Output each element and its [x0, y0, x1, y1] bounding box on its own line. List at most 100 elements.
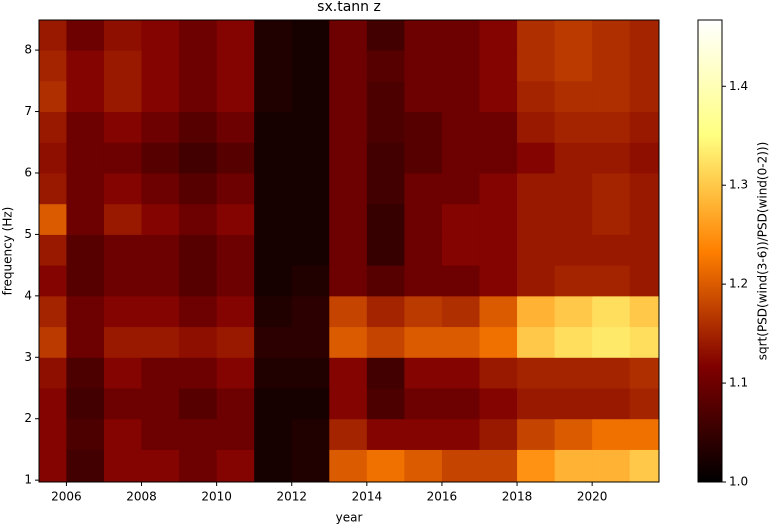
heatmap-cell: [179, 111, 218, 143]
heatmap-cell: [103, 357, 143, 389]
colorbar-tick-label: 1.4: [729, 79, 748, 93]
heatmap-cell: [554, 203, 593, 235]
heatmap-cell: [479, 418, 518, 450]
heatmap-cell: [592, 203, 631, 235]
heatmap-cell: [216, 418, 255, 450]
heatmap-cell: [179, 234, 218, 266]
heatmap-cell: [141, 326, 180, 358]
heatmap-cell: [39, 295, 67, 328]
heatmap-cell: [441, 80, 480, 113]
heatmap-cell: [291, 203, 330, 235]
heatmap-cell: [216, 80, 255, 113]
heatmap-cell: [517, 203, 556, 235]
heatmap-cell: [66, 172, 105, 205]
heatmap-cell: [291, 20, 330, 51]
heatmap-cell: [592, 172, 631, 205]
heatmap-cell: [629, 142, 660, 174]
heatmap-cell: [479, 172, 518, 205]
heatmap-cell: [592, 50, 631, 82]
heatmap-cell: [103, 203, 143, 235]
heatmap-cell: [141, 449, 180, 483]
heatmap-cell: [366, 111, 405, 143]
heatmap-cell: [254, 295, 293, 328]
heatmap-cell: [39, 80, 67, 113]
heatmap-cell: [629, 111, 660, 143]
heatmap-cell: [441, 142, 480, 174]
heatmap-cell: [141, 295, 180, 328]
heatmap-cell: [254, 20, 293, 51]
heatmap-cell: [329, 234, 368, 266]
colorbar-tick-label: 1.1: [729, 376, 748, 390]
heatmap-cell: [39, 234, 67, 266]
heatmap-cell: [441, 20, 480, 51]
heatmap-cell: [254, 80, 293, 113]
heatmap-cell: [404, 20, 443, 51]
y-tick-label: 3: [24, 350, 32, 364]
heatmap-cell: [629, 20, 660, 51]
heatmap-cell: [479, 326, 518, 358]
heatmap-cell: [291, 295, 330, 328]
heatmap-cell: [291, 388, 330, 420]
heatmap-cell: [254, 388, 293, 420]
colorbar-tick-label: 1.2: [729, 277, 748, 291]
heatmap-cell: [39, 111, 67, 143]
heatmap-cell: [216, 449, 255, 483]
heatmap-cell: [554, 265, 593, 297]
heatmap-cell: [329, 265, 368, 297]
heatmap-cell: [554, 142, 593, 174]
heatmap-cell: [216, 326, 255, 358]
heatmap-cell: [517, 50, 556, 82]
heatmap-cell: [216, 203, 255, 235]
heatmap-cell: [479, 50, 518, 82]
heatmap-cell: [179, 20, 218, 51]
heatmap-cell: [441, 265, 480, 297]
heatmap-cell: [254, 142, 293, 174]
heatmap-cell: [141, 111, 180, 143]
heatmap-cell: [291, 172, 330, 205]
heatmap-cell: [179, 142, 218, 174]
heatmap-cell: [629, 418, 660, 450]
heatmap-cell: [629, 449, 660, 483]
heatmap-cell: [254, 449, 293, 483]
heatmap-cell: [479, 449, 518, 483]
heatmap-cell: [441, 50, 480, 82]
heatmap-cell: [366, 172, 405, 205]
heatmap-cell: [291, 80, 330, 113]
heatmap-cell: [366, 20, 405, 51]
heatmap-cell: [103, 388, 143, 420]
heatmap-cell: [404, 172, 443, 205]
heatmap-cell: [592, 80, 631, 113]
heatmap-cell: [216, 172, 255, 205]
heatmap-cell: [291, 357, 330, 389]
heatmap-cell: [103, 111, 143, 143]
heatmap-cell: [66, 295, 105, 328]
heatmap-cell: [66, 326, 105, 358]
heatmap-cell: [517, 172, 556, 205]
x-tick-label: 2010: [201, 490, 232, 504]
heatmap-cell: [404, 234, 443, 266]
heatmap-cell: [517, 357, 556, 389]
heatmap-cell: [66, 357, 105, 389]
heatmap-cell: [441, 295, 480, 328]
heatmap-cell: [179, 203, 218, 235]
heatmap-cell: [629, 357, 660, 389]
heatmap-cell: [39, 172, 67, 205]
heatmap-cell: [517, 111, 556, 143]
heatmap-cell: [291, 234, 330, 266]
y-tick-label: 6: [24, 165, 32, 179]
heatmap-cell: [629, 50, 660, 82]
heatmap-cell: [517, 234, 556, 266]
heatmap-cell: [103, 50, 143, 82]
heatmap-cell: [554, 50, 593, 82]
heatmap-cell: [329, 357, 368, 389]
heatmap-cell: [66, 388, 105, 420]
x-tick-label: 2014: [352, 490, 383, 504]
heatmap-cell: [517, 142, 556, 174]
x-tick-label: 2018: [502, 490, 533, 504]
heatmap-cell: [517, 388, 556, 420]
heatmap-cell: [629, 80, 660, 113]
heatmap-cell: [141, 357, 180, 389]
heatmap-cell: [66, 203, 105, 235]
heatmap-cell: [404, 203, 443, 235]
heatmap-cell: [479, 295, 518, 328]
